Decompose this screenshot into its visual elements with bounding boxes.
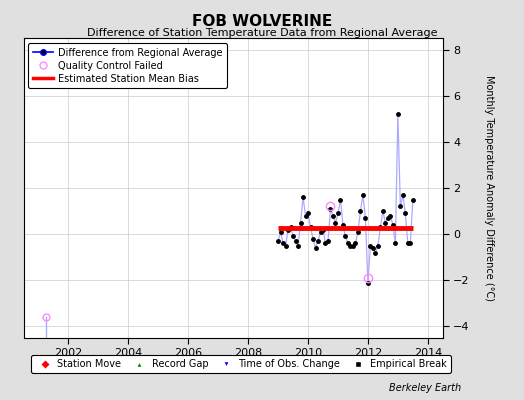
Text: Difference of Station Temperature Data from Regional Average: Difference of Station Temperature Data f…	[87, 28, 437, 38]
Y-axis label: Monthly Temperature Anomaly Difference (°C): Monthly Temperature Anomaly Difference (…	[484, 75, 494, 301]
Text: FOB WOLVERINE: FOB WOLVERINE	[192, 14, 332, 29]
Legend: Difference from Regional Average, Quality Control Failed, Estimated Station Mean: Difference from Regional Average, Qualit…	[28, 43, 227, 88]
Text: Berkeley Earth: Berkeley Earth	[389, 383, 461, 393]
Legend: Station Move, Record Gap, Time of Obs. Change, Empirical Break: Station Move, Record Gap, Time of Obs. C…	[31, 355, 451, 373]
